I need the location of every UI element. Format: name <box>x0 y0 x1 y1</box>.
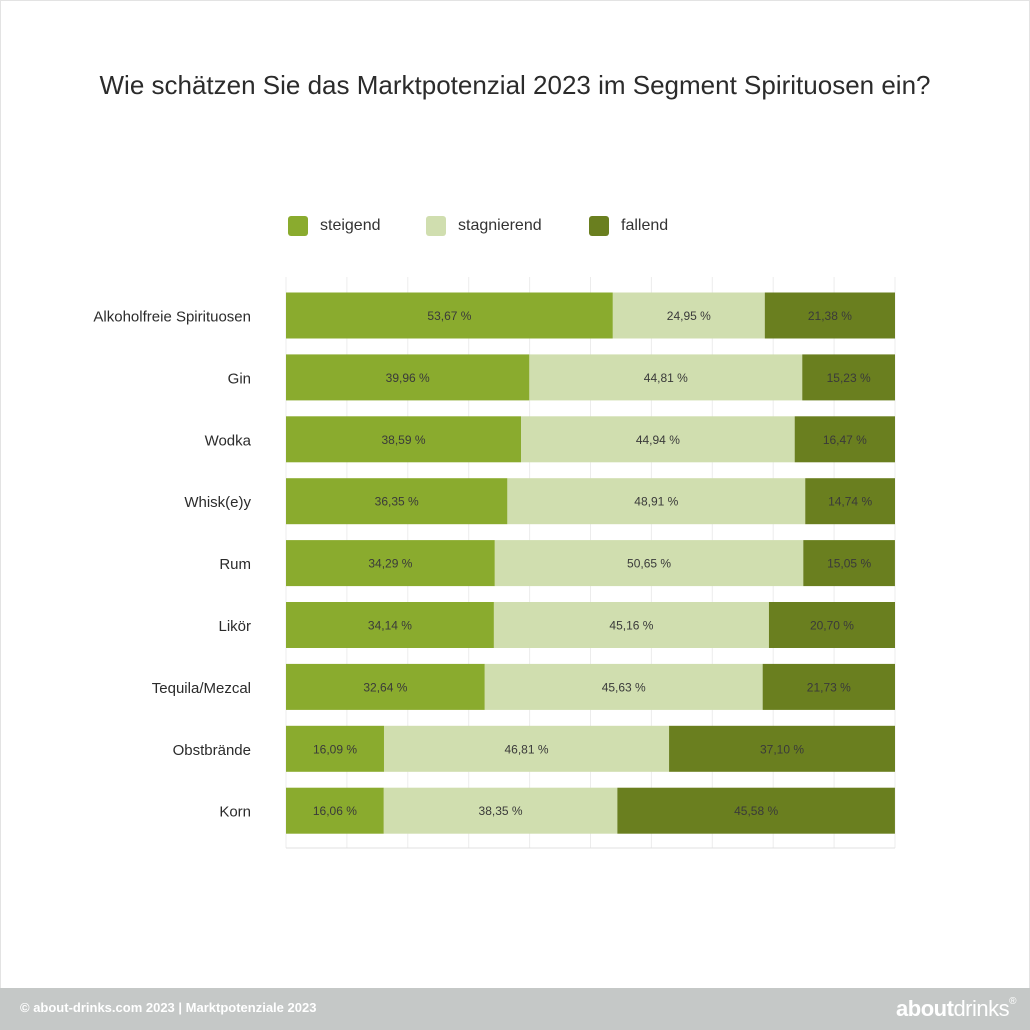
data-label: 16,09 % <box>313 742 357 756</box>
data-label: 15,05 % <box>827 557 871 571</box>
data-label: 20,70 % <box>810 619 854 633</box>
footer: © about-drinks.com 2023 | Marktpotenzial… <box>0 988 1030 1030</box>
footer-copyright: © about-drinks.com 2023 | Marktpotenzial… <box>20 1000 317 1015</box>
bar-segment-steigend <box>286 354 530 401</box>
category-label: Whisk(e)y <box>184 494 251 511</box>
logo-mark: ® <box>1009 996 1016 1007</box>
legend-label-fallend: fallend <box>621 217 669 234</box>
legend-swatch-steigend <box>288 216 308 236</box>
data-label: 16,47 % <box>823 433 867 447</box>
bar-segment-steigend <box>286 478 508 525</box>
category-label: Korn <box>219 804 251 821</box>
data-label: 15,23 % <box>827 371 871 385</box>
data-label: 16,06 % <box>313 804 357 818</box>
legend-item-stagnierend: stagnierend <box>426 216 542 236</box>
category-label: Alkoholfreie Spirituosen <box>93 309 251 326</box>
legend-label-steigend: steigend <box>320 217 381 234</box>
bar-segment-steigend <box>286 787 384 834</box>
bar-segment-stagnierend <box>383 725 670 772</box>
category-label: Likör <box>218 618 251 635</box>
data-label: 24,95 % <box>667 309 711 323</box>
bar-segment-fallend <box>762 663 895 710</box>
bar-segment-steigend <box>286 725 384 772</box>
bar-segment-stagnierend <box>521 416 795 463</box>
data-label: 39,96 % <box>386 371 430 385</box>
bar-segment-steigend <box>286 602 494 648</box>
data-label: 45,63 % <box>602 680 646 694</box>
bar-segment-stagnierend <box>383 787 618 834</box>
bar-segment-stagnierend <box>529 354 803 401</box>
bar-segment-stagnierend <box>507 478 806 525</box>
data-label: 48,91 % <box>634 495 678 509</box>
data-label: 21,38 % <box>808 309 852 323</box>
bar-segment-fallend <box>803 540 895 587</box>
legend: steigend stagnierend fallend <box>0 216 1030 238</box>
bar-segment-stagnierend <box>493 602 769 648</box>
bar-segment-fallend <box>802 354 895 401</box>
category-label: Wodka <box>205 432 252 449</box>
category-label: Rum <box>219 556 251 573</box>
data-label: 45,58 % <box>734 804 778 818</box>
data-label: 36,35 % <box>375 495 419 509</box>
category-label: Gin <box>228 370 251 387</box>
data-label: 34,29 % <box>368 557 412 571</box>
bar-segment-fallend <box>768 602 895 648</box>
legend-swatch-stagnierend <box>426 216 446 236</box>
data-label: 38,35 % <box>479 804 523 818</box>
data-label: 46,81 % <box>505 742 549 756</box>
legend-label-stagnierend: stagnierend <box>458 217 542 234</box>
bar-segment-steigend <box>286 663 485 710</box>
legend-item-fallend: fallend <box>589 216 668 236</box>
bar-segment-steigend <box>286 416 522 463</box>
data-label: 44,94 % <box>636 433 680 447</box>
legend-item-steigend: steigend <box>288 216 381 236</box>
data-label: 34,14 % <box>368 619 412 633</box>
legend-swatch-fallend <box>589 216 609 236</box>
bar-segment-steigend <box>286 292 613 339</box>
category-label: Tequila/Mezcal <box>152 680 251 697</box>
bar-segment-fallend <box>669 725 895 772</box>
data-label: 32,64 % <box>363 680 407 694</box>
data-label: 53,67 % <box>427 309 471 323</box>
footer-logo: aboutdrinks® <box>896 996 1016 1022</box>
bar-segment-stagnierend <box>494 540 804 587</box>
chart-title: Wie schätzen Sie das Marktpotenzial 2023… <box>99 70 931 100</box>
bar-segment-fallend <box>794 416 895 463</box>
bar-chart: Alkoholfreie Spirituosen 53,67 % 24,95 % 21… <box>93 277 896 849</box>
data-label: 45,16 % <box>609 619 653 633</box>
bar-segment-fallend <box>617 787 895 834</box>
data-label: 21,73 % <box>807 680 851 694</box>
bar-segment-fallend <box>764 292 895 339</box>
bar-segment-stagnierend <box>484 663 763 710</box>
data-label: 14,74 % <box>828 495 872 509</box>
bar-segment-stagnierend <box>612 292 765 339</box>
data-label: 38,59 % <box>381 433 425 447</box>
data-label: 50,65 % <box>627 557 671 571</box>
data-label: 37,10 % <box>760 742 804 756</box>
bar-segment-steigend <box>286 540 495 587</box>
bar-segment-fallend <box>805 478 895 525</box>
data-label: 44,81 % <box>644 371 688 385</box>
logo-drinks: drinks <box>953 996 1010 1021</box>
logo-about: about <box>896 996 954 1021</box>
category-label: Obstbrände <box>173 742 251 759</box>
